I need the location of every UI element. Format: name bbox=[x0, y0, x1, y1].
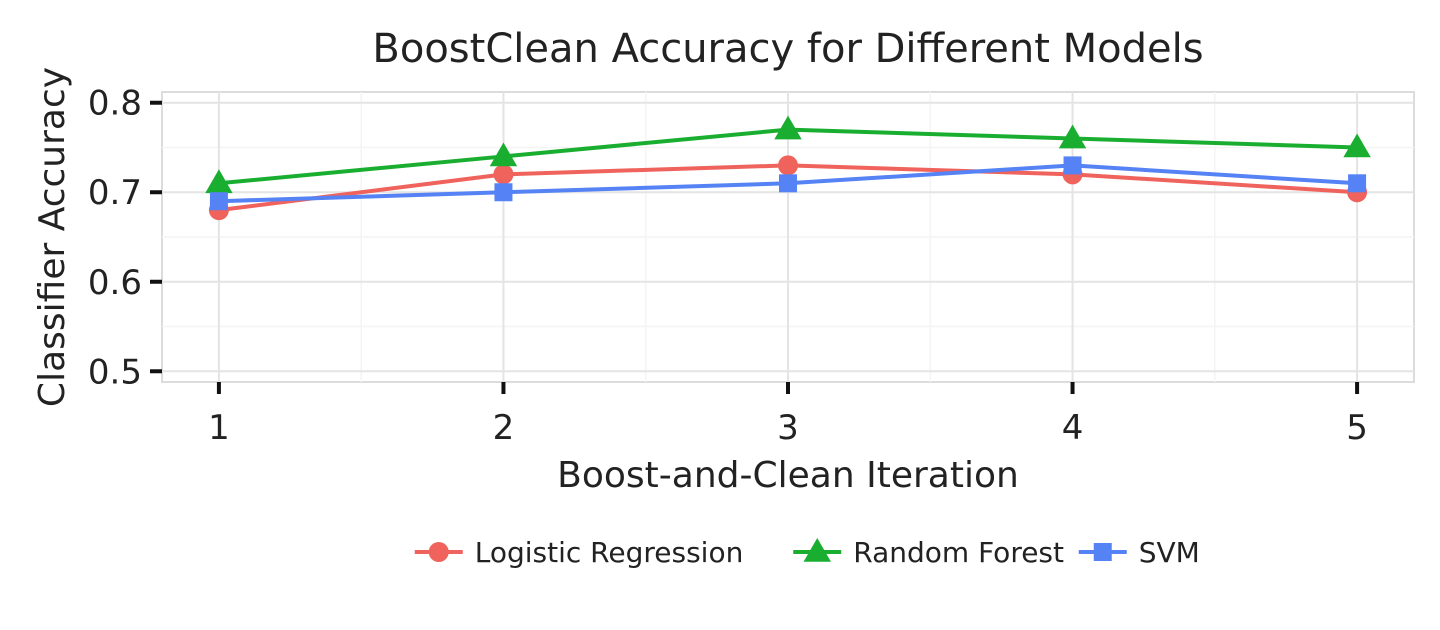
data-point bbox=[1058, 124, 1087, 149]
legend-item-random-forest: Random Forest bbox=[793, 536, 1064, 569]
series-svm bbox=[209, 156, 1367, 211]
data-point bbox=[774, 115, 802, 140]
x-tick-label: 2 bbox=[493, 408, 515, 448]
x-axis-ticks: 1 2 3 4 5 bbox=[208, 382, 1368, 448]
data-point bbox=[1343, 133, 1371, 158]
legend-key-marker bbox=[803, 538, 831, 562]
series-random-forest bbox=[205, 115, 1371, 194]
data-point bbox=[779, 174, 797, 193]
data-point bbox=[493, 164, 514, 185]
x-tick-label: 4 bbox=[1062, 408, 1084, 448]
data-point bbox=[489, 142, 518, 167]
legend-key-marker bbox=[1093, 543, 1112, 561]
y-tick-label: 0.7 bbox=[88, 173, 142, 213]
y-axis-ticks: 0.5 0.6 0.7 0.8 bbox=[88, 84, 162, 392]
legend-label: Random Forest bbox=[853, 536, 1064, 569]
y-axis-title: Classifier Accuracy bbox=[32, 67, 73, 407]
data-point bbox=[494, 183, 513, 202]
x-axis-title: Boost-and-Clean Iteration bbox=[557, 455, 1019, 496]
y-tick-label: 0.8 bbox=[88, 84, 142, 124]
legend: Logistic Regression Random Forest SVM bbox=[414, 536, 1200, 569]
x-tick-label: 5 bbox=[1346, 408, 1368, 448]
legend-label: Logistic Regression bbox=[475, 536, 744, 569]
x-tick-label: 1 bbox=[208, 408, 230, 448]
legend-item-logistic-regression: Logistic Regression bbox=[414, 536, 744, 569]
x-tick-label: 3 bbox=[777, 408, 799, 448]
data-point bbox=[1063, 156, 1082, 175]
y-tick-label: 0.6 bbox=[88, 263, 142, 303]
legend-label: SVM bbox=[1139, 536, 1200, 569]
data-point bbox=[1348, 174, 1367, 193]
legend-item-svm: SVM bbox=[1078, 536, 1200, 569]
data-point bbox=[205, 169, 233, 194]
series-layer bbox=[205, 115, 1371, 221]
chart-title: BoostClean Accuracy for Different Models bbox=[372, 26, 1203, 72]
data-point bbox=[209, 192, 228, 211]
legend-key-marker bbox=[428, 542, 449, 562]
data-point bbox=[778, 155, 798, 176]
y-tick-label: 0.5 bbox=[88, 352, 142, 392]
